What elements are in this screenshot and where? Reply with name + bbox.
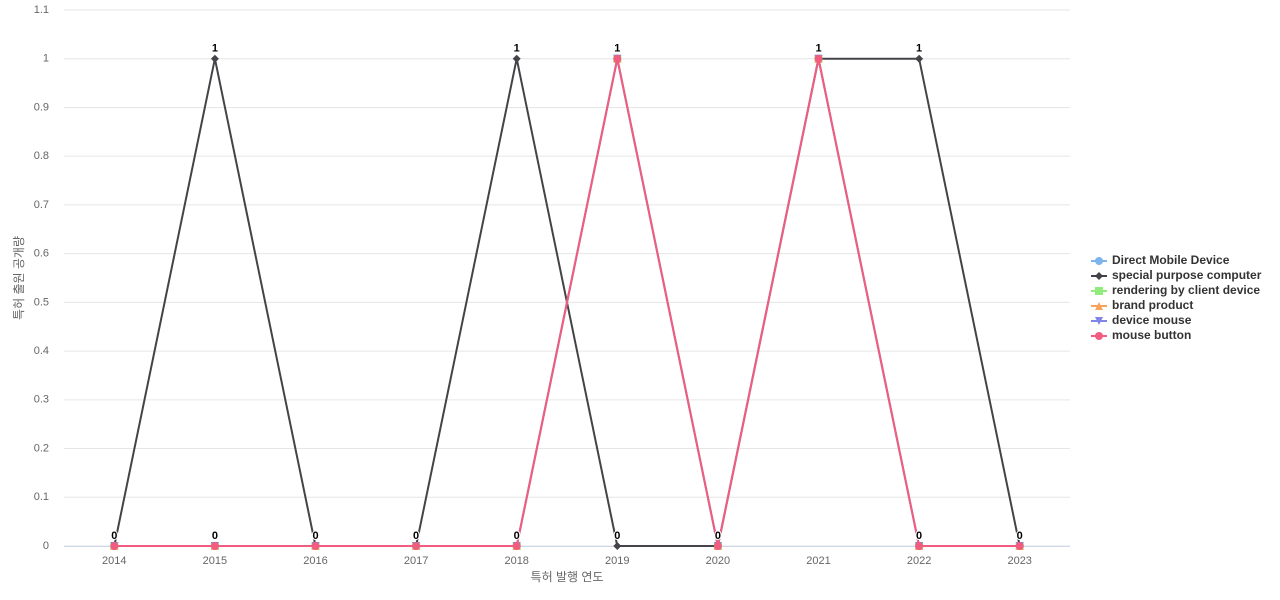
y-tick-label: 0.5 xyxy=(34,296,49,308)
point xyxy=(210,542,219,550)
y-tick-label: 1.1 xyxy=(34,4,49,16)
legend-symbol xyxy=(1095,302,1103,310)
data-label: 1 xyxy=(916,43,922,55)
legend-label: mouse button xyxy=(1112,328,1191,342)
data-label: 1 xyxy=(212,43,218,55)
y-tick-label: 0.6 xyxy=(34,248,49,260)
point xyxy=(412,542,421,550)
point xyxy=(814,54,823,63)
point xyxy=(512,54,521,63)
legend-label: special purpose computer xyxy=(1112,268,1262,282)
legend-symbol xyxy=(1095,332,1103,340)
legend-label: device mouse xyxy=(1112,313,1192,327)
data-label: 1 xyxy=(815,43,821,55)
legend-label: Direct Mobile Device xyxy=(1112,253,1230,267)
legend-symbol xyxy=(1095,257,1103,265)
point xyxy=(512,542,521,550)
series-line xyxy=(114,58,1020,547)
legend-symbol xyxy=(1095,272,1103,280)
data-label: 0 xyxy=(614,530,620,542)
x-tick-label: 2019 xyxy=(605,555,629,567)
data-label: 0 xyxy=(514,530,520,542)
x-tick-label: 2016 xyxy=(303,555,327,567)
series xyxy=(110,54,1024,550)
data-label: 0 xyxy=(312,530,318,542)
point xyxy=(613,542,622,550)
y-tick-label: 0.1 xyxy=(34,491,49,503)
y-tick-label: 0.4 xyxy=(34,345,49,357)
point xyxy=(613,54,622,63)
data-label: 0 xyxy=(413,530,419,542)
y-tick-label: 1 xyxy=(43,53,49,65)
y-tick-label: 0.7 xyxy=(34,199,49,211)
y-axis-title: 특허 출원 공개량 xyxy=(12,236,26,320)
legend-label: brand product xyxy=(1112,298,1193,312)
x-tick-label: 2022 xyxy=(907,555,931,567)
x-axis-title: 특허 발행 연도 xyxy=(531,569,604,584)
x-tick-label: 2020 xyxy=(706,555,730,567)
x-tick-label: 2021 xyxy=(806,555,830,567)
point xyxy=(311,542,320,550)
y-tick-label: 0 xyxy=(43,540,49,552)
legend-label: rendering by client device xyxy=(1112,283,1260,297)
y-tick-label: 0.3 xyxy=(34,394,49,406)
x-tick-label: 2014 xyxy=(102,555,126,567)
y-tick-label: 0.2 xyxy=(34,442,49,454)
data-label: 0 xyxy=(715,530,721,542)
data-label: 1 xyxy=(614,43,620,55)
point xyxy=(713,542,722,550)
x-tick-label: 2023 xyxy=(1007,555,1031,567)
x-tick-label: 2017 xyxy=(404,555,428,567)
x-tick-label: 2018 xyxy=(504,555,528,567)
y-tick-label: 0.8 xyxy=(34,150,49,162)
data-label: 0 xyxy=(916,530,922,542)
point xyxy=(210,54,219,63)
point xyxy=(1015,542,1024,550)
data-label: 1 xyxy=(514,43,520,55)
y-tick-label: 0.9 xyxy=(34,101,49,113)
point xyxy=(915,542,924,550)
legend-symbol xyxy=(1095,317,1103,325)
data-label: 0 xyxy=(111,530,117,542)
point xyxy=(915,54,924,63)
data-label: 0 xyxy=(1017,530,1023,542)
legend-symbol xyxy=(1095,287,1103,295)
point xyxy=(110,542,119,550)
x-tick-label: 2015 xyxy=(203,555,227,567)
data-label: 0 xyxy=(212,530,218,542)
